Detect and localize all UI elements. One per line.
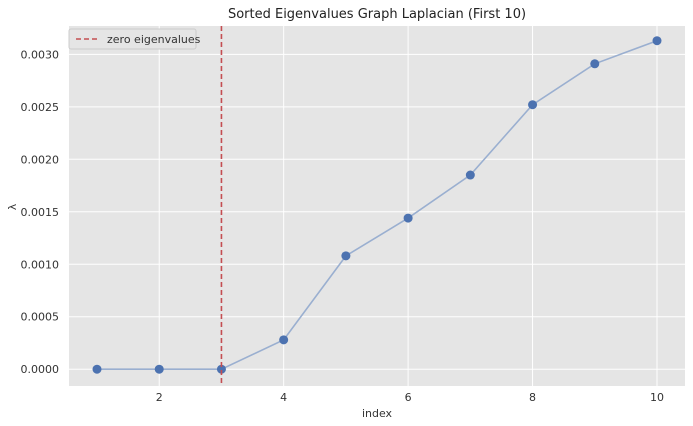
- data-point: [341, 251, 351, 261]
- legend-vline-label: zero eigenvalues: [107, 33, 201, 46]
- data-point: [590, 59, 600, 69]
- data-point: [279, 335, 289, 345]
- plot-area: [69, 26, 685, 386]
- y-tick-label: 0.0030: [21, 48, 60, 61]
- legend-box: [68, 28, 197, 50]
- legend: zero eigenvalues: [68, 28, 201, 50]
- y-tick-label: 0.0005: [21, 311, 60, 324]
- x-tick-label: 8: [529, 391, 536, 404]
- data-point: [216, 364, 226, 374]
- x-tick-label: 6: [405, 391, 412, 404]
- y-tick-label: 0.0000: [21, 363, 60, 376]
- data-point: [403, 213, 413, 223]
- y-axis-label: λ: [6, 203, 19, 210]
- data-point: [528, 100, 538, 110]
- y-tick-label: 0.0015: [21, 206, 60, 219]
- y-tick-label: 0.0020: [21, 153, 60, 166]
- data-point: [465, 170, 475, 180]
- series-group: [92, 36, 662, 374]
- y-axis-ticks: 0.0000 0.0005 0.0010 0.0015 0.0020 0.0025 0.00…: [21, 48, 60, 376]
- data-point: [154, 364, 164, 374]
- series-line: [97, 39, 658, 371]
- x-tick-label: 4: [280, 391, 287, 404]
- x-axis-ticks: 2 4 6 8 10: [156, 391, 664, 404]
- y-tick-label: 0.0010: [21, 258, 60, 271]
- y-tick-label: 0.0025: [21, 101, 60, 114]
- x-tick-label: 10: [650, 391, 664, 404]
- data-point: [92, 364, 102, 374]
- chart-title: Sorted Eigenvalues Graph Laplacian (Firs…: [228, 7, 526, 22]
- x-tick-label: 2: [156, 391, 163, 404]
- x-axis-label: index: [362, 407, 393, 420]
- data-point: [652, 36, 662, 46]
